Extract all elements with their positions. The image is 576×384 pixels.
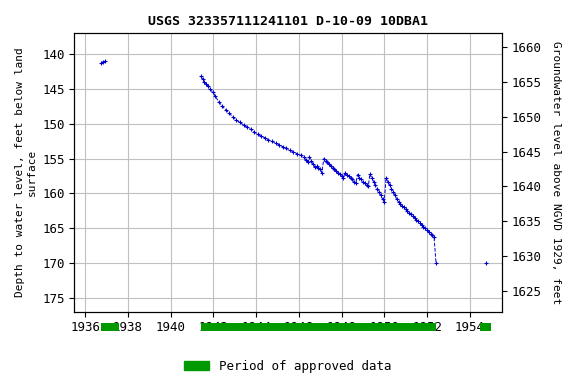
Bar	[101, 323, 119, 331]
Bar	[201, 323, 436, 331]
Bar	[480, 323, 491, 331]
Y-axis label: Groundwater level above NGVD 1929, feet: Groundwater level above NGVD 1929, feet	[551, 41, 561, 304]
Legend: Period of approved data: Period of approved data	[179, 355, 397, 378]
Y-axis label: Depth to water level, feet below land
surface: Depth to water level, feet below land su…	[15, 48, 37, 297]
Title: USGS 323357111241101 D-10-09 10DBA1: USGS 323357111241101 D-10-09 10DBA1	[148, 15, 428, 28]
